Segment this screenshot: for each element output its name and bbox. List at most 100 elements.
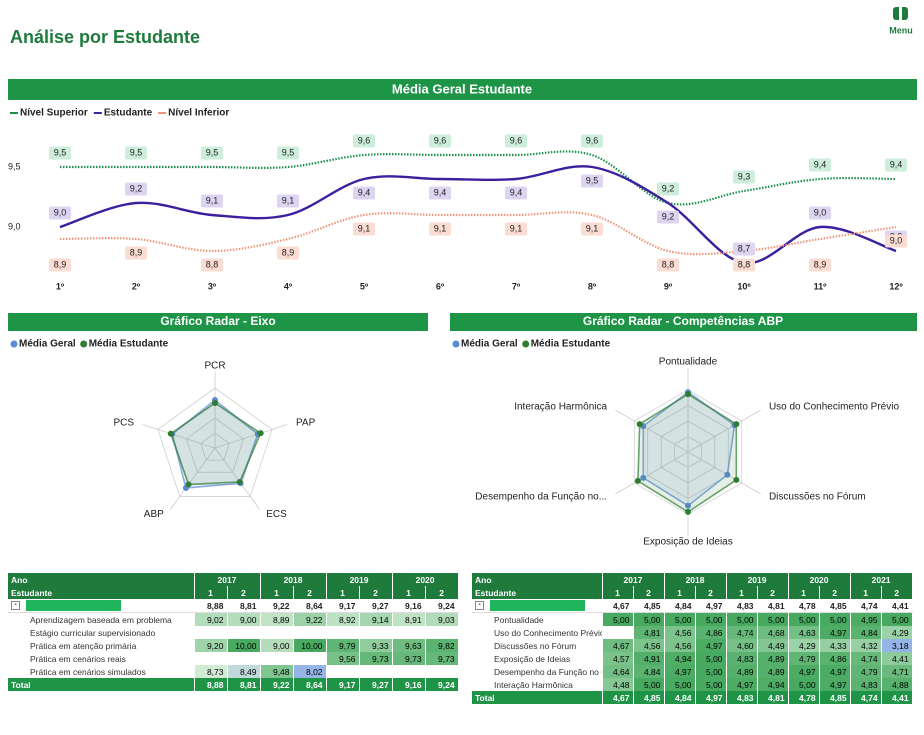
radar-axis-label: PCS <box>113 417 134 428</box>
y-tick-label: 9,5 <box>8 161 21 171</box>
value-label-bg <box>429 222 451 236</box>
radar-point <box>640 474 647 481</box>
detail-row: Exposição de Ideias 4,57 4,91 4,94 5,00 4,83 4… <box>472 652 913 665</box>
value-label-bg <box>49 206 71 220</box>
semester-header: 2 <box>881 586 913 599</box>
value-label: 9,6 <box>586 135 599 145</box>
semester-header: 1 <box>726 586 758 599</box>
legend-label: Média Estudante <box>89 339 169 350</box>
year-header: 2017 <box>602 573 665 586</box>
cell: 8,64 <box>293 599 327 613</box>
value-label-bg <box>581 174 603 188</box>
cell: 9,63 <box>392 639 426 652</box>
cell: 4,97 <box>819 678 851 691</box>
cell: 4,97 <box>819 626 851 639</box>
cell: 9,16 <box>392 678 426 691</box>
cell: 9,48 <box>260 665 294 678</box>
chart-title: Média Geral Estudante <box>392 81 532 96</box>
cell: 4,74 <box>850 599 882 613</box>
value-label-bg <box>505 134 527 148</box>
radar-point <box>257 430 264 437</box>
menu-button[interactable]: Menu <box>889 7 913 35</box>
header-row: Estudante 1 2 1 2 1 2 1 2 <box>8 586 459 599</box>
x-tick-label: 12º <box>889 281 903 291</box>
cell: 8,92 <box>326 612 360 626</box>
legend-label: Nível Superior <box>20 108 88 119</box>
semester-header: 1 <box>392 586 426 599</box>
cell: 4,95 <box>850 612 882 626</box>
value-label-bg <box>505 186 527 200</box>
semester-header: 2 <box>819 586 851 599</box>
cell: 4,48 <box>602 678 634 691</box>
value-label: 9,4 <box>510 187 523 197</box>
row-label: Interação Harmônica <box>472 678 603 691</box>
group-label: - <box>8 599 195 613</box>
cell: 5,00 <box>695 612 727 626</box>
cell: 4,83 <box>726 691 758 704</box>
panel-title-bar <box>8 313 428 331</box>
value-label: 8,7 <box>738 243 751 253</box>
cell: 4,56 <box>664 626 696 639</box>
radar-axis-label: Desempenho da Função no... <box>475 492 607 503</box>
cell <box>425 626 459 639</box>
radar-point <box>733 476 740 483</box>
year-header: 2019 <box>726 573 789 586</box>
value-label-bg <box>429 134 451 148</box>
cell: 8,81 <box>227 678 261 691</box>
cell <box>260 626 294 639</box>
cell: 8,91 <box>392 612 426 626</box>
semester-header: 2 <box>633 586 665 599</box>
cell: 10,00 <box>293 639 327 652</box>
year-header: 2018 <box>664 573 727 586</box>
matrix: Ano 2017 2018 2019 2020 Estudante 1 2 1 2 1 2 1 2-8,8… <box>8 573 459 691</box>
row-label: Uso do Conhecimento Prévio <box>472 626 603 639</box>
redacted-name <box>490 600 585 612</box>
value-label: 9,3 <box>738 171 751 181</box>
cell: 4,97 <box>695 599 727 613</box>
row-label: Estágio curricular supervisionado <box>8 626 195 639</box>
cell: 9,22 <box>260 599 294 613</box>
legend-swatch <box>80 340 88 348</box>
cell: 8,02 <box>293 665 327 678</box>
cell: 5,00 <box>788 678 820 691</box>
value-label: 8,9 <box>54 259 67 269</box>
radar-point <box>167 430 174 437</box>
legend-label: Nível Inferior <box>168 108 229 119</box>
semester-header: 1 <box>664 586 696 599</box>
collapse-icon[interactable]: - <box>11 601 20 611</box>
cell: 4,57 <box>602 652 634 665</box>
cell: 4,81 <box>757 599 789 613</box>
value-label-bg <box>353 222 375 236</box>
line-series <box>59 165 897 265</box>
value-label: 9,0 <box>814 207 827 217</box>
cell: 5,00 <box>881 612 913 626</box>
cell: 4,67 <box>602 639 634 652</box>
value-label: 9,2 <box>662 211 675 221</box>
y-tick-label: 9,0 <box>8 221 21 231</box>
value-label: 9,2 <box>130 183 143 193</box>
value-label: 9,0 <box>54 207 67 217</box>
cell: 4,88 <box>881 678 913 691</box>
x-tick-label: 7º <box>512 281 521 291</box>
value-label: 9,4 <box>358 187 371 197</box>
value-label-bg <box>125 146 147 160</box>
menu-label[interactable]: Menu <box>889 25 913 35</box>
semester-header: 2 <box>293 586 327 599</box>
detail-row: Estágio curricular supervisionado <box>8 626 459 639</box>
x-tick-label: 3º <box>208 281 217 291</box>
cell <box>326 626 360 639</box>
value-label: 8,8 <box>738 259 751 269</box>
cell: 3,18 <box>881 639 913 652</box>
value-label: 9,5 <box>54 147 67 157</box>
cell: 4,94 <box>757 678 789 691</box>
value-label-bg <box>201 146 223 160</box>
semester-header: 2 <box>425 586 459 599</box>
cell: 4,78 <box>788 691 820 704</box>
radar-point <box>636 421 643 428</box>
value-label: 9,5 <box>130 147 143 157</box>
cell: 5,00 <box>757 612 789 626</box>
collapse-icon[interactable]: - <box>475 601 484 611</box>
radar-leader <box>615 482 635 495</box>
menu-icon-bar[interactable] <box>899 7 902 20</box>
legend-label: Estudante <box>104 108 153 119</box>
